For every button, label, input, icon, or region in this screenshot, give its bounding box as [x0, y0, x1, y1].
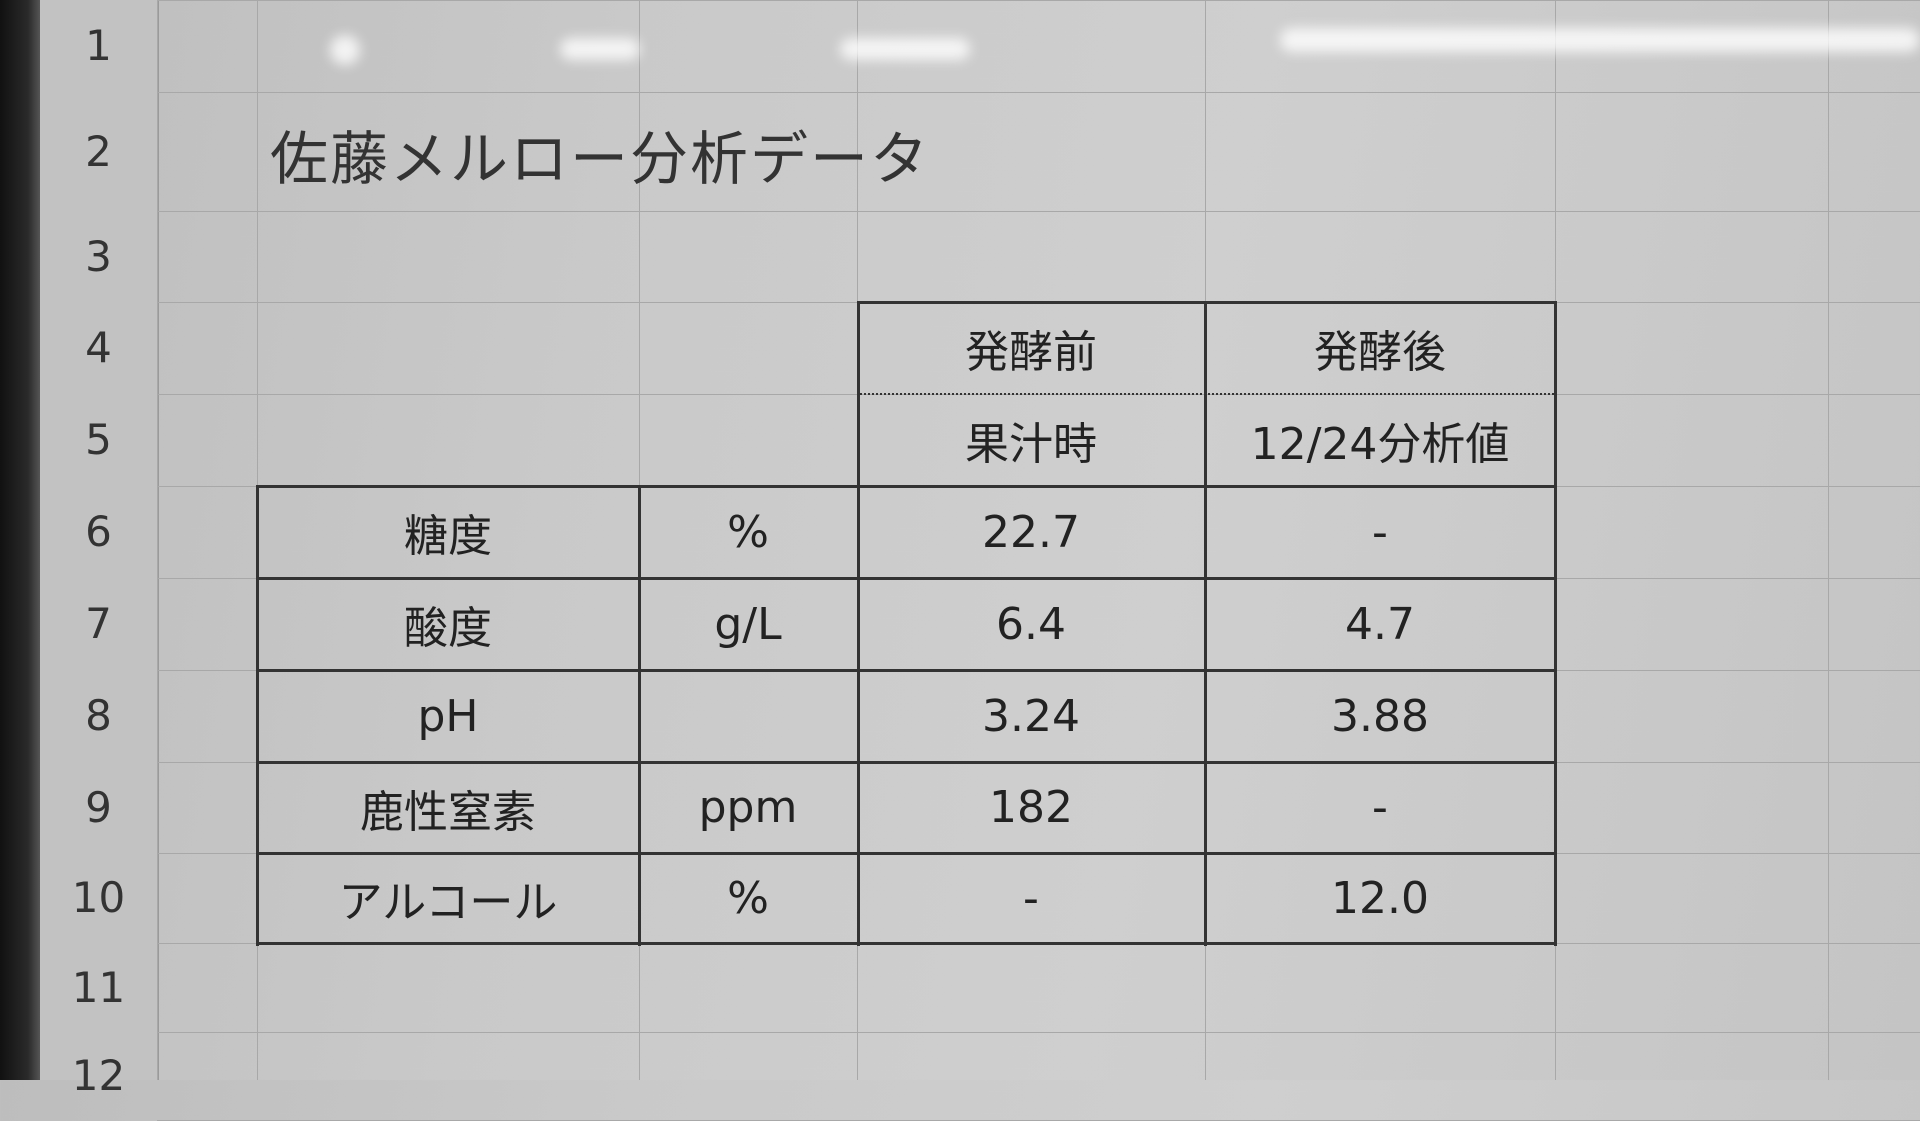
table-border	[857, 301, 1557, 304]
screen-bezel	[0, 0, 40, 1080]
row-gridline	[157, 92, 1920, 93]
row-header-column	[40, 0, 159, 1080]
table-border	[257, 942, 1557, 945]
table-border	[1204, 301, 1207, 946]
table-border	[256, 485, 259, 946]
table-border	[1554, 301, 1557, 946]
sheet-title[interactable]: 佐藤メルロー分析データ	[270, 125, 931, 193]
header-after-fermentation[interactable]: 発酵後	[1314, 327, 1446, 378]
screen-glare	[1280, 28, 1920, 52]
cell-before[interactable]: 3.24	[982, 690, 1080, 742]
row-number[interactable]: 12	[71, 1051, 126, 1100]
row-gridline	[157, 1032, 1920, 1033]
table-border	[257, 852, 1557, 855]
column-gridline	[157, 0, 158, 1080]
cell-item[interactable]: アルコール	[338, 877, 558, 928]
cell-after[interactable]: 12.0	[1331, 872, 1429, 924]
cell-unit[interactable]: ppm	[698, 782, 798, 833]
table-border	[257, 485, 1557, 488]
cell-after[interactable]: -	[1372, 506, 1388, 558]
row-number[interactable]: 1	[85, 21, 112, 70]
table-border	[257, 761, 1557, 764]
cell-before[interactable]: 6.4	[996, 598, 1066, 650]
cell-item[interactable]: pH	[417, 690, 479, 742]
row-number[interactable]: 10	[71, 873, 126, 922]
table-border	[257, 577, 1557, 580]
cell-unit[interactable]: %	[727, 872, 769, 924]
cell-after[interactable]: 3.88	[1331, 690, 1429, 742]
row-number[interactable]: 2	[85, 127, 112, 176]
cell-unit[interactable]	[639, 670, 857, 762]
row-number[interactable]: 8	[85, 691, 112, 740]
row-number[interactable]: 4	[85, 323, 112, 372]
row-number[interactable]: 11	[71, 963, 126, 1012]
cell-item[interactable]: 鹿性窒素	[360, 786, 536, 838]
row-gridline	[157, 211, 1920, 212]
screen-glare	[330, 35, 360, 65]
row-number[interactable]: 3	[85, 232, 112, 281]
table-border	[257, 669, 1557, 672]
header-before-fermentation[interactable]: 発酵前	[965, 327, 1097, 378]
cell-before[interactable]: -	[1023, 872, 1039, 924]
table-border	[857, 301, 860, 946]
cell-unit[interactable]: %	[727, 506, 769, 558]
screen-glare	[560, 38, 640, 60]
row-number[interactable]: 6	[85, 507, 112, 556]
header-analysis-date[interactable]: 12/24分析値	[1250, 419, 1510, 470]
row-number[interactable]: 5	[85, 415, 112, 464]
cell-after[interactable]: 4.7	[1345, 598, 1415, 650]
table-border	[638, 485, 641, 946]
cell-unit[interactable]: g/L	[714, 598, 782, 650]
row-number[interactable]: 7	[85, 599, 112, 648]
header-divider	[857, 393, 1557, 397]
row-gridline	[157, 0, 1920, 1]
column-gridline	[1828, 0, 1829, 1080]
cell-before[interactable]: 182	[989, 782, 1073, 833]
screen-glare	[840, 38, 970, 60]
header-juice-stage[interactable]: 果汁時	[965, 419, 1097, 470]
cell-before[interactable]: 22.7	[982, 506, 1080, 558]
cell-after[interactable]: -	[1372, 782, 1388, 833]
cell-item[interactable]: 糖度	[404, 511, 492, 562]
row-number[interactable]: 9	[85, 783, 112, 832]
cell-item[interactable]: 酸度	[404, 603, 492, 654]
